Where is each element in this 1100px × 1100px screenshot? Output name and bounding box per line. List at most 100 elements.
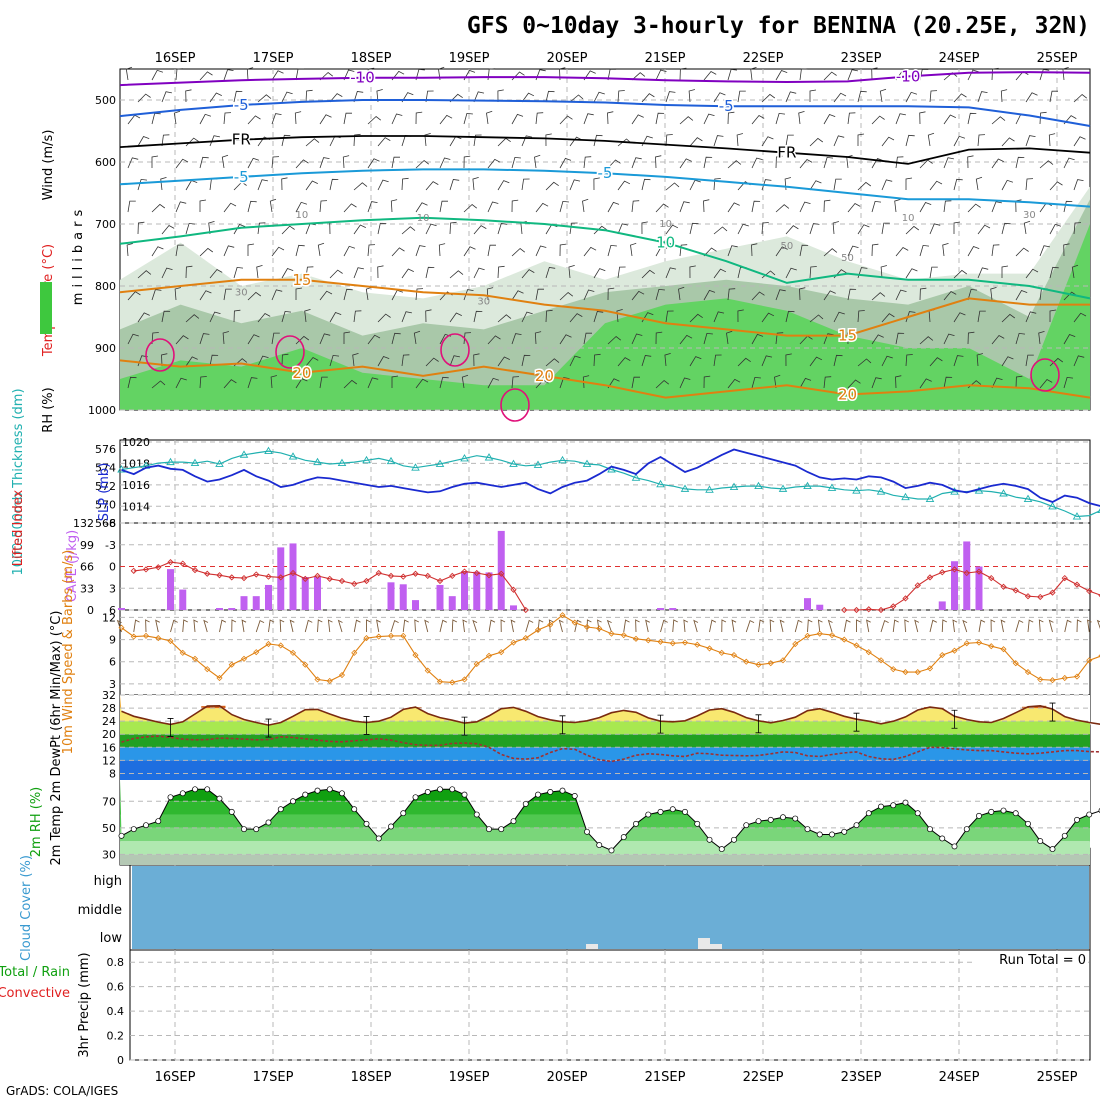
wind-barb <box>809 266 817 279</box>
wind-barb <box>329 312 342 323</box>
wind-barb <box>582 375 590 389</box>
date-label-top: 23SEP <box>841 51 882 66</box>
surface-wind-barb <box>574 619 582 633</box>
rh-marker <box>596 842 603 849</box>
wind-barb <box>209 268 223 279</box>
surface-wind-barb <box>203 619 209 633</box>
wind-barb <box>655 245 668 257</box>
wind-speed-marker <box>926 665 934 672</box>
wind-barb <box>127 376 137 389</box>
isotherm-line-fifteen <box>119 278 1090 337</box>
wind-barb <box>895 375 902 389</box>
surface-wind-barb <box>472 619 478 633</box>
cloud-fill <box>132 866 1089 949</box>
surface-wind-barb <box>645 619 650 633</box>
tick-label: 99 <box>80 539 94 552</box>
wind-barb <box>833 92 847 103</box>
wind-barb <box>751 291 765 301</box>
wind-barb <box>233 309 241 323</box>
wind-barb <box>161 224 175 235</box>
wind-barb <box>703 156 713 169</box>
wind-barb <box>559 243 567 257</box>
rh-marker <box>706 836 713 843</box>
wind-barb <box>1049 357 1064 367</box>
wind-barb <box>942 243 949 257</box>
wind-barb <box>281 177 288 191</box>
li-marker <box>975 568 983 575</box>
wind-barb <box>127 157 139 169</box>
temp-errorbar <box>755 714 762 734</box>
wind-speed-marker <box>191 655 199 662</box>
thickness-marker <box>558 455 567 464</box>
rh-marker <box>951 843 958 850</box>
surface-wind-barb <box>962 619 968 633</box>
wind-barb <box>799 201 811 213</box>
wind-barb <box>126 243 134 257</box>
wind-barb <box>607 335 622 345</box>
wind-barb <box>569 94 584 103</box>
wind-barb <box>1001 313 1016 323</box>
wind-barb <box>343 379 358 389</box>
tick-label: 30 <box>102 848 116 861</box>
rh-contour-label: 10 <box>902 213 915 224</box>
thickness-marker <box>313 457 322 466</box>
temp-warm-cap <box>213 705 226 709</box>
wind-barb <box>977 91 988 103</box>
wind-barb <box>269 198 277 213</box>
wind-barb <box>415 202 428 213</box>
surface-wind-barb <box>231 619 237 633</box>
wind-barb <box>727 111 735 125</box>
wind-barb <box>761 222 769 235</box>
wind-barb <box>497 265 505 279</box>
thickness-marker <box>729 482 739 490</box>
wind-barb <box>233 133 240 147</box>
wind-speed-marker <box>596 625 603 632</box>
wind-barb <box>1025 135 1036 147</box>
thickness-marker <box>999 489 1008 497</box>
li-marker <box>289 569 297 577</box>
series-line-thickness <box>121 450 1100 518</box>
wind-barb <box>559 377 570 389</box>
wind-barb <box>233 266 244 279</box>
wind-barb <box>905 354 913 367</box>
wind-barb <box>151 246 164 257</box>
wind-barb <box>1049 309 1057 322</box>
cape-bar <box>387 582 395 610</box>
wind-barb <box>439 157 451 169</box>
tick-label: 3 <box>109 678 116 691</box>
wind-barb <box>223 202 237 213</box>
wind-barb <box>127 200 136 213</box>
wind-barb <box>727 202 740 213</box>
wind-barb <box>823 156 834 169</box>
axis-title-wind-10m: 10m Wind Speed & Barbs (m/s) <box>61 550 76 755</box>
wind-barb <box>151 112 161 125</box>
wind-barb <box>593 225 607 235</box>
wind-barb <box>535 379 549 389</box>
wind-barb <box>1063 157 1075 169</box>
wind-barb <box>607 159 621 169</box>
wind-barb <box>976 353 984 367</box>
isotherm-line-minus5b <box>119 168 1091 208</box>
wind-barb <box>1062 67 1069 81</box>
wind-barb <box>521 135 533 147</box>
wind-barb <box>967 155 974 169</box>
wind-barb <box>631 72 646 81</box>
wind-barb <box>463 289 474 301</box>
rh-marker <box>326 786 333 793</box>
wind-barb <box>991 244 1000 257</box>
tick-label: 50 <box>102 822 116 835</box>
warm-contour <box>1030 358 1060 392</box>
thickness-marker <box>607 465 616 473</box>
rh-marker <box>339 790 345 797</box>
tick-label: 20 <box>102 728 116 741</box>
surface-wind-barb <box>904 619 910 633</box>
wind-barb <box>857 358 872 367</box>
wind-barb <box>295 201 308 213</box>
wind-barb <box>847 112 856 125</box>
surface-wind-barb <box>414 619 420 633</box>
wind-speed-marker <box>302 661 309 668</box>
wind-barb <box>832 221 840 235</box>
wind-speed-marker <box>1012 660 1019 667</box>
tick-label: 576 <box>95 443 116 456</box>
rh-marker <box>351 806 358 813</box>
